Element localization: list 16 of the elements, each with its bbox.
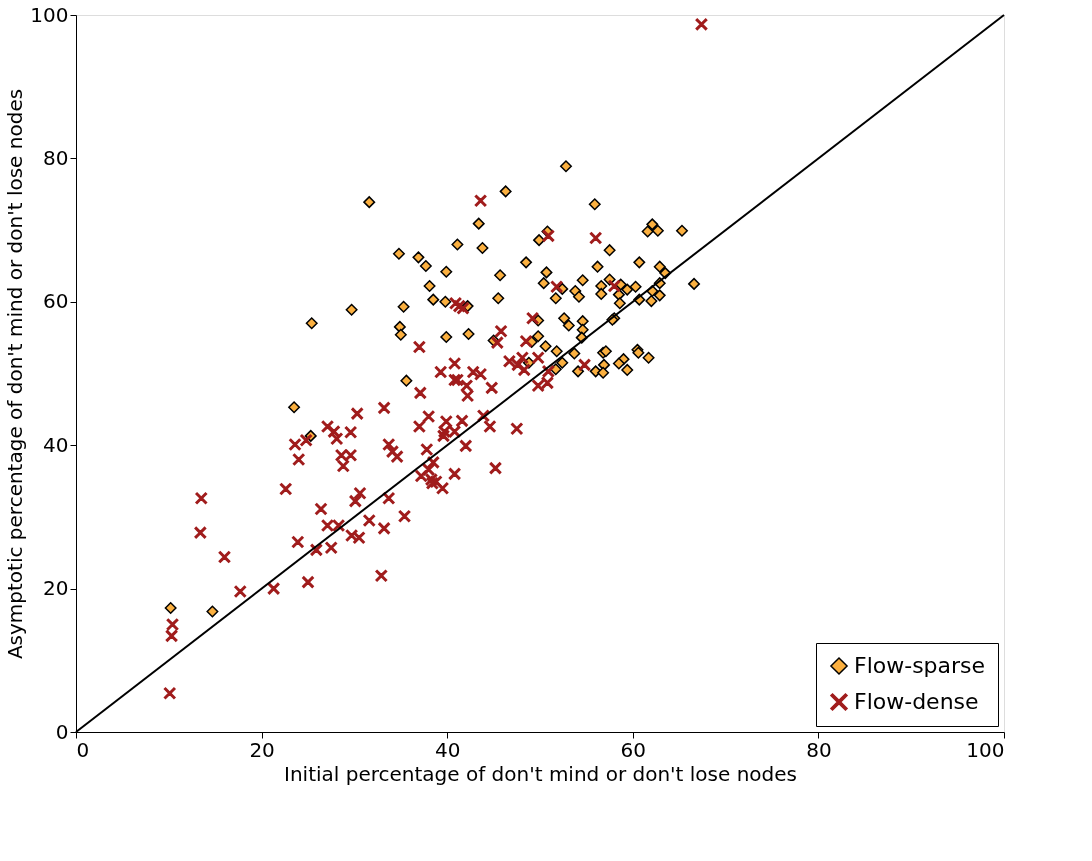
- y-tick-label: 40: [43, 432, 69, 457]
- legend-label: Flow-dense: [854, 689, 979, 714]
- y-tick-label: 100: [30, 2, 69, 27]
- x-tick-label: 20: [249, 737, 275, 762]
- y-tick-label: 80: [43, 145, 69, 170]
- legend-label: Flow-sparse: [854, 653, 986, 678]
- x-tick-label: 40: [434, 737, 461, 762]
- x-tick-label: 0: [76, 737, 90, 762]
- y-axis-title: Asymptotic percentage of don't mind or don't lose nodes: [3, 88, 28, 660]
- y-tick-label: 60: [43, 289, 69, 314]
- x-tick-label: 100: [966, 737, 1005, 762]
- x-tick-label: 60: [620, 737, 647, 762]
- y-tick-label: 0: [55, 719, 69, 744]
- x-axis-title: Initial percentage of don't mind or don't lose nodes: [284, 761, 797, 786]
- y-tick-label: 20: [43, 576, 69, 601]
- x-tick-label: 80: [806, 737, 832, 762]
